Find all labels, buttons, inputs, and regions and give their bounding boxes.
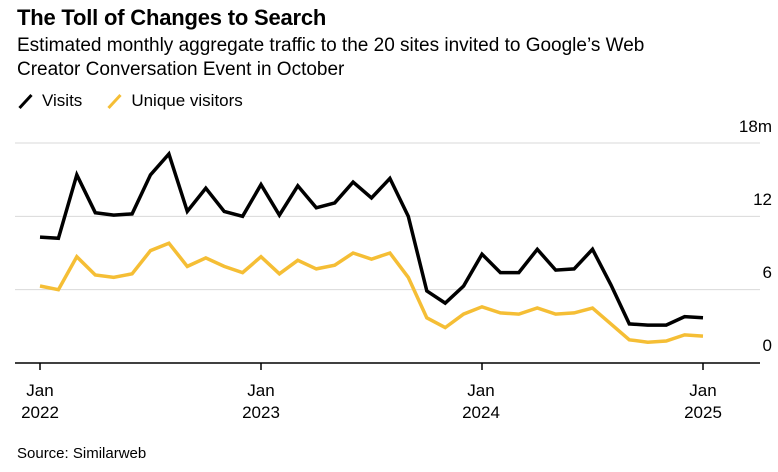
x-axis-year: 2025 — [684, 403, 722, 422]
chart-subtitle: Estimated monthly aggregate traffic to t… — [17, 34, 765, 82]
x-axis-month: Jan — [467, 381, 495, 400]
x-axis-year: 2022 — [21, 403, 59, 422]
x-axis-month: Jan — [689, 381, 717, 400]
x-axis-year: 2024 — [462, 403, 500, 422]
unique-visitors-slash-icon — [107, 93, 122, 109]
gridlines — [15, 142, 760, 291]
x-axis-year: 2023 — [242, 403, 280, 422]
page-title: The Toll of Changes to Search — [17, 5, 327, 30]
chart-subtitle-line1: Estimated monthly aggregate traffic to t… — [17, 35, 645, 56]
y-axis-label-12: 12 — [753, 190, 772, 209]
x-axis-ticks — [39, 363, 704, 370]
chart-subtitle-line2: Creator Conversation Event in October — [17, 59, 345, 80]
visits-line — [39, 150, 704, 327]
y-axis-label-18m: 18m — [738, 117, 772, 136]
visits-slash-line — [18, 93, 33, 109]
unique-visitors-line — [39, 241, 704, 344]
y-axis-label-0: 0 — [762, 336, 772, 355]
unique-visitors-slash-line — [107, 93, 122, 109]
source-note: Source: Similarweb — [17, 445, 147, 462]
legend-item-visits: Visits — [17, 91, 82, 111]
legend-label-unique-visitors: Unique visitors — [131, 91, 243, 110]
x-axis-month: Jan — [26, 381, 54, 400]
x-axis-label-jan-2025: Jan 2025 — [663, 380, 743, 424]
chart-legend: Visits Unique visitors — [17, 91, 243, 111]
legend-item-unique-visitors: Unique visitors — [106, 91, 243, 111]
x-axis-label-jan-2022: Jan 2022 — [0, 380, 80, 424]
y-axis-label-6: 6 — [762, 263, 772, 282]
visits-slash-icon — [18, 93, 33, 109]
legend-label-visits: Visits — [42, 91, 83, 110]
x-axis-month: Jan — [247, 381, 275, 400]
x-axis-label-jan-2024: Jan 2024 — [441, 380, 521, 424]
x-axis-label-jan-2023: Jan 2023 — [221, 380, 301, 424]
